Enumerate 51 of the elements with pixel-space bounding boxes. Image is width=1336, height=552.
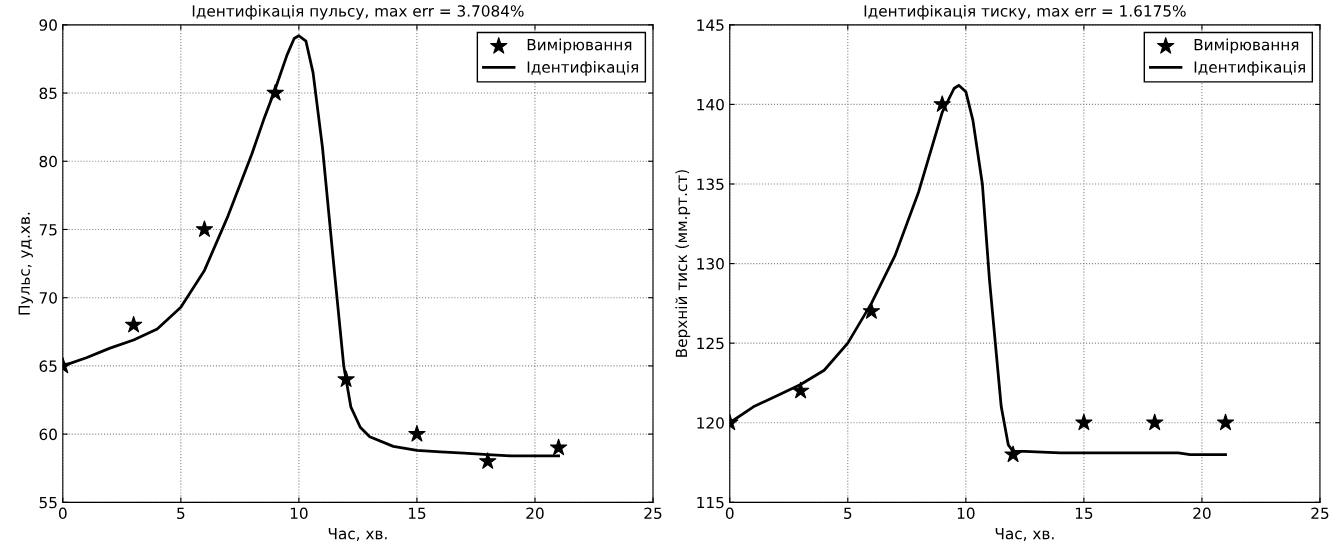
point [1075, 413, 1093, 431]
x-tick-label: 15 [408, 507, 426, 520]
x-tick-label: 25 [644, 507, 662, 520]
chart-title: Ідентифікація пульсу, max err = 3.7084% [192, 4, 524, 20]
y-tick-label: 70 [39, 292, 57, 304]
y-tick-label: 120 [697, 417, 724, 429]
y-tick-label: 75 [39, 224, 57, 236]
x-tick-label: 0 [725, 507, 734, 520]
legend-label: Ідентифікація [527, 61, 638, 76]
y-tick-label: 125 [697, 337, 724, 350]
point [791, 381, 810, 399]
point [479, 452, 497, 469]
y-tick-label: 135 [697, 178, 724, 191]
chart-title: Ідентифікація тиску, max err = 1.6175% [864, 4, 1186, 20]
y-tick-label: 55 [39, 496, 57, 509]
x-tick-label: 10 [957, 507, 975, 520]
x-axis-title: Час, хв. [328, 527, 387, 541]
x-axis-title: Час, хв. [995, 527, 1054, 541]
x-tick-label: 5 [177, 507, 185, 520]
point [1216, 413, 1235, 431]
point [1146, 413, 1164, 431]
y-tick-label: 80 [39, 155, 57, 168]
y-axis-title: Верхній тиск (мм.рт.ст) [675, 170, 691, 357]
legend-label: Вимірювання [1194, 38, 1299, 54]
point [933, 95, 951, 112]
x-tick-label: 15 [1075, 507, 1093, 520]
x-tick-label: 10 [290, 507, 308, 520]
x-tick-label: 25 [1311, 507, 1329, 520]
point [195, 220, 214, 237]
point [266, 83, 284, 101]
y-tick-label: 85 [39, 87, 57, 100]
y-tick-label: 60 [39, 428, 57, 441]
point [862, 302, 881, 319]
y-tick-label: 90 [39, 19, 57, 31]
legend-label: Вимірювання [527, 38, 632, 54]
point [549, 438, 568, 456]
y-axis-title: Пульс, уд.хв. [18, 212, 33, 315]
point [337, 370, 355, 387]
legend-label: Ідентифікація [1194, 61, 1305, 76]
point [124, 315, 143, 333]
y-tick-label: 145 [697, 19, 724, 31]
y-tick-label: 130 [697, 258, 724, 270]
x-tick-label: 20 [526, 507, 544, 520]
x-tick-label: 0 [58, 507, 67, 520]
x-tick-label: 20 [1193, 507, 1211, 520]
y-tick-label: 140 [697, 98, 724, 111]
point [408, 425, 426, 442]
x-tick-label: 5 [844, 507, 852, 520]
y-tick-label: 65 [39, 360, 57, 372]
point [1004, 445, 1022, 463]
y-tick-label: 115 [697, 496, 724, 509]
